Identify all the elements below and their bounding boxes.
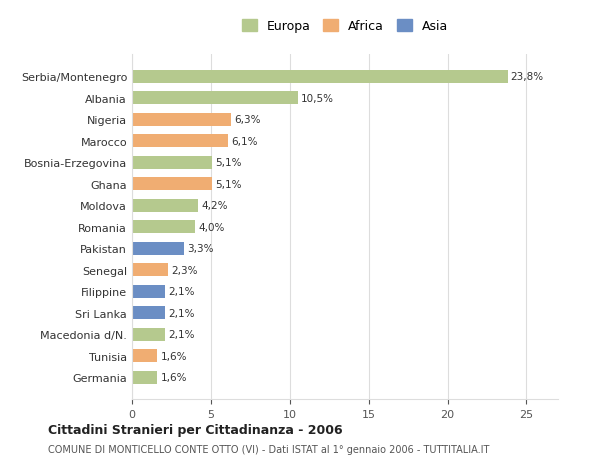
Text: 4,2%: 4,2% — [202, 201, 228, 211]
Bar — [132, 199, 198, 212]
Text: 2,1%: 2,1% — [168, 330, 195, 339]
Text: 1,6%: 1,6% — [160, 351, 187, 361]
Text: 2,1%: 2,1% — [168, 308, 195, 318]
Bar — [132, 349, 157, 362]
Bar — [132, 113, 232, 127]
Text: 23,8%: 23,8% — [511, 72, 544, 82]
Legend: Europa, Africa, Asia: Europa, Africa, Asia — [238, 17, 452, 37]
Bar — [132, 285, 165, 298]
Bar — [132, 242, 184, 255]
Bar — [132, 307, 165, 319]
Text: 2,1%: 2,1% — [168, 286, 195, 297]
Text: Cittadini Stranieri per Cittadinanza - 2006: Cittadini Stranieri per Cittadinanza - 2… — [48, 423, 343, 436]
Bar — [132, 178, 212, 191]
Text: COMUNE DI MONTICELLO CONTE OTTO (VI) - Dati ISTAT al 1° gennaio 2006 - TUTTITALI: COMUNE DI MONTICELLO CONTE OTTO (VI) - D… — [48, 444, 490, 454]
Text: 4,0%: 4,0% — [198, 222, 224, 232]
Bar — [132, 92, 298, 105]
Bar — [132, 135, 228, 148]
Bar — [132, 71, 508, 84]
Text: 5,1%: 5,1% — [215, 158, 242, 168]
Text: 10,5%: 10,5% — [301, 94, 334, 104]
Bar — [132, 157, 212, 169]
Text: 3,3%: 3,3% — [187, 244, 214, 254]
Text: 1,6%: 1,6% — [160, 372, 187, 382]
Text: 6,1%: 6,1% — [232, 136, 258, 146]
Text: 2,3%: 2,3% — [172, 265, 198, 275]
Bar — [132, 328, 165, 341]
Bar — [132, 263, 168, 276]
Text: 5,1%: 5,1% — [215, 179, 242, 189]
Bar — [132, 221, 195, 234]
Text: 6,3%: 6,3% — [235, 115, 261, 125]
Bar — [132, 371, 157, 384]
